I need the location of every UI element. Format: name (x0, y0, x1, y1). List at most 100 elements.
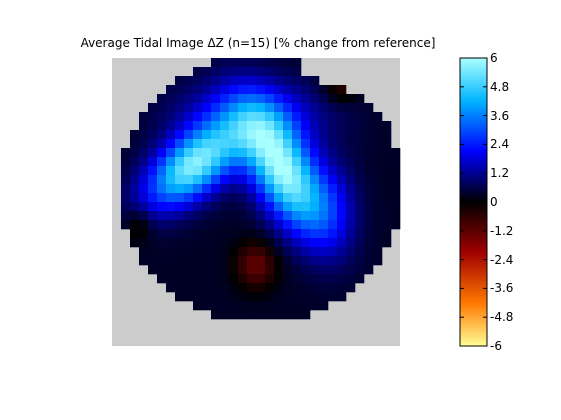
heatmap-cell (373, 148, 383, 158)
heatmap-cell (220, 157, 230, 167)
heatmap-cell (328, 274, 338, 284)
colorbar-segment (460, 143, 487, 147)
heatmap-cell (130, 166, 140, 176)
heatmap-cell (229, 220, 239, 230)
heatmap-cell (175, 292, 185, 302)
heatmap-cell (193, 274, 203, 284)
heatmap-cell (274, 157, 284, 167)
heatmap-cell (184, 238, 194, 248)
heatmap-cell (175, 130, 185, 140)
colorbar-segment (460, 82, 487, 86)
colorbar-segment (460, 310, 487, 313)
heatmap-cell (157, 130, 167, 140)
heatmap-cell (220, 139, 230, 149)
heatmap-cell (193, 130, 203, 140)
heatmap-cell (175, 166, 185, 176)
heatmap-cell (175, 112, 185, 122)
heatmap-cell (274, 166, 284, 176)
heatmap-cell (139, 202, 149, 212)
heatmap-cell (292, 310, 302, 320)
heatmap-cell (328, 166, 338, 176)
heatmap-cell (247, 85, 257, 95)
heatmap-cell (247, 247, 257, 257)
heatmap-cell (274, 238, 284, 248)
colorbar-segment (460, 280, 487, 284)
heatmap-cell (364, 220, 374, 230)
heatmap-cell (211, 157, 221, 167)
heatmap-cell (274, 112, 284, 122)
colorbar-segment (460, 190, 487, 194)
heatmap-cell (139, 238, 149, 248)
colorbar-segment (460, 242, 487, 246)
heatmap-cell (256, 193, 266, 203)
heatmap-cell (130, 139, 140, 149)
colorbar-segment (460, 64, 487, 68)
heatmap-cell (283, 247, 293, 257)
heatmap-cell (346, 130, 356, 140)
heatmap-cell (337, 157, 347, 167)
heatmap-cell (346, 94, 356, 104)
heatmap-cell (337, 103, 347, 113)
colorbar-segment (460, 303, 487, 306)
colorbar-segment (460, 181, 487, 185)
colorbar-segment (460, 316, 487, 320)
heatmap-cell (301, 202, 311, 212)
heatmap-cell (229, 94, 239, 104)
heatmap-cell (202, 175, 212, 185)
heatmap-cell (319, 256, 329, 266)
heatmap-cell (157, 112, 167, 122)
colorbar-segment (460, 215, 487, 219)
colorbar-segment (460, 130, 487, 133)
heatmap-cell (193, 184, 203, 194)
heatmap-cell (166, 229, 176, 239)
heatmap-cell (148, 103, 158, 113)
heatmap-cell (238, 274, 248, 284)
heatmap-cell (202, 67, 212, 77)
heatmap-cell (265, 157, 275, 167)
heatmap-cell (229, 175, 239, 185)
heatmap-cell (121, 184, 131, 194)
heatmap-cell (292, 292, 302, 302)
heatmap-cell (319, 166, 329, 176)
colorbar-segment (460, 60, 487, 63)
heatmap-cell (166, 103, 176, 113)
heatmap-cell (328, 247, 338, 257)
heatmap-cell (355, 220, 365, 230)
heatmap-cell (274, 148, 284, 158)
heatmap-cell (238, 229, 248, 239)
heatmap-cell (337, 202, 347, 212)
heatmap-cell (220, 175, 230, 185)
heatmap-cell (202, 166, 212, 176)
colorbar-tick-label: 0 (490, 195, 498, 209)
heatmap-cell (391, 184, 401, 194)
heatmap-cell (220, 67, 230, 77)
colorbar-segment (460, 107, 487, 111)
heatmap-cell (265, 103, 275, 113)
heatmap-cell (157, 247, 167, 257)
heatmap-cell (193, 148, 203, 158)
heatmap-cell (310, 112, 320, 122)
heatmap-cell (157, 211, 167, 221)
heatmap-cell (310, 301, 320, 311)
heatmap-cell (346, 247, 356, 257)
heatmap-cell (166, 94, 176, 104)
heatmap-cell (184, 112, 194, 122)
heatmap-cell (211, 283, 221, 293)
heatmap-cell (283, 193, 293, 203)
heatmap-cell (220, 265, 230, 275)
heatmap-cell (265, 67, 275, 77)
colorbar-segment (460, 235, 487, 239)
heatmap-cell (319, 301, 329, 311)
heatmap-cell (328, 175, 338, 185)
colorbar-segment (460, 265, 487, 268)
heatmap-cell (274, 175, 284, 185)
heatmap-cell (382, 220, 392, 230)
heatmap-cell (175, 211, 185, 221)
heatmap-cell (256, 58, 266, 68)
heatmap-cell (238, 121, 248, 131)
heatmap-cell (319, 211, 329, 221)
colorbar-segment (460, 141, 487, 144)
heatmap-cell (139, 229, 149, 239)
heatmap-cell (319, 229, 329, 239)
heatmap-cell (157, 274, 167, 284)
